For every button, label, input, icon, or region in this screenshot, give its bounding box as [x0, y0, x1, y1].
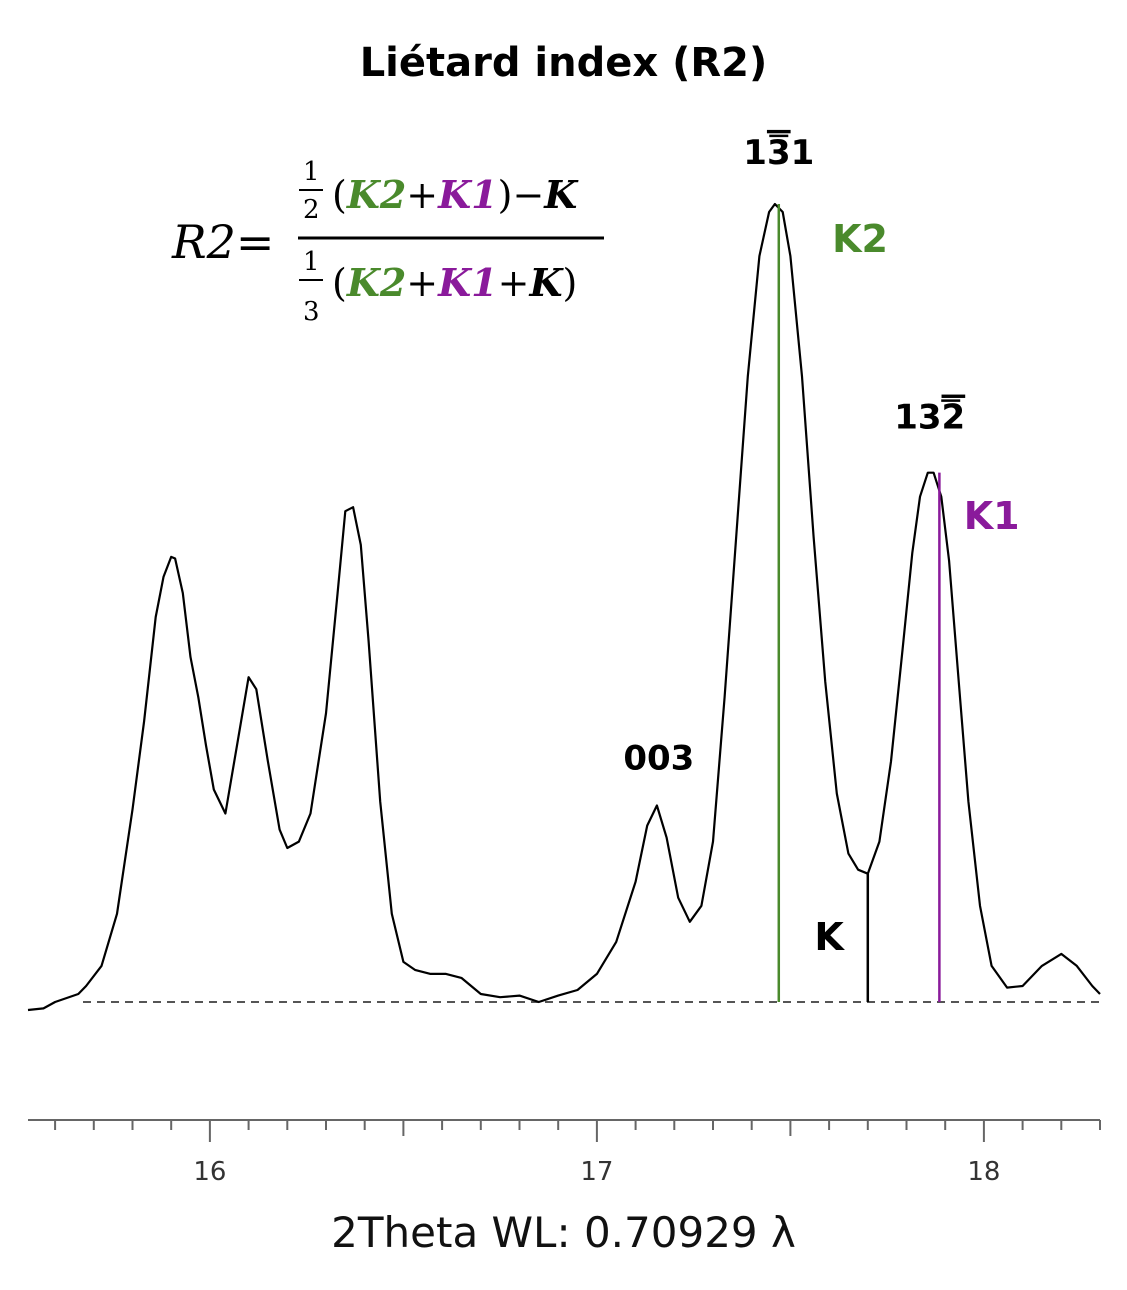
formula-den-frac-top: 1	[303, 247, 320, 277]
formula-num-k2: K2	[346, 172, 406, 217]
marker-label-k1: K1	[964, 494, 1020, 538]
marker-label-k2: K2	[832, 217, 888, 261]
formula-num-frac-top: 1	[303, 157, 320, 187]
x-tick-label: 18	[967, 1157, 1000, 1187]
formula-numerator: (K2+K1)−K	[332, 172, 579, 217]
chart-title: Liétard index (R2)	[359, 40, 768, 86]
peak-label-2: 132	[894, 398, 965, 438]
formula-den-k1: K1	[437, 260, 497, 305]
formula-num-k1: K1	[437, 172, 497, 217]
x-tick-label: 17	[580, 1157, 613, 1187]
diffraction-curve	[27, 202, 1101, 1012]
formula-num-frac-bottom: 2	[303, 195, 320, 225]
formula-den-k: K	[528, 260, 564, 305]
marker-label-k: K	[814, 915, 845, 959]
peak-label-1: 131	[743, 133, 814, 173]
formula-num-k: K	[543, 172, 579, 217]
x-tick-label: 16	[193, 1157, 226, 1187]
formula-lhs: R2=	[171, 215, 274, 269]
peak-label-0: 003	[623, 738, 694, 778]
formula-den-frac-bottom: 3	[303, 297, 320, 327]
x-axis-label: 2Theta WL: 0.70929 λ	[331, 1208, 796, 1257]
formula-den-k2: K2	[346, 260, 406, 305]
r2-formula: R2= 1 2 (K2+K1)−K 1 3 (K2+K1+K)	[171, 157, 604, 327]
formula-denominator: (K2+K1+K)	[332, 260, 577, 305]
